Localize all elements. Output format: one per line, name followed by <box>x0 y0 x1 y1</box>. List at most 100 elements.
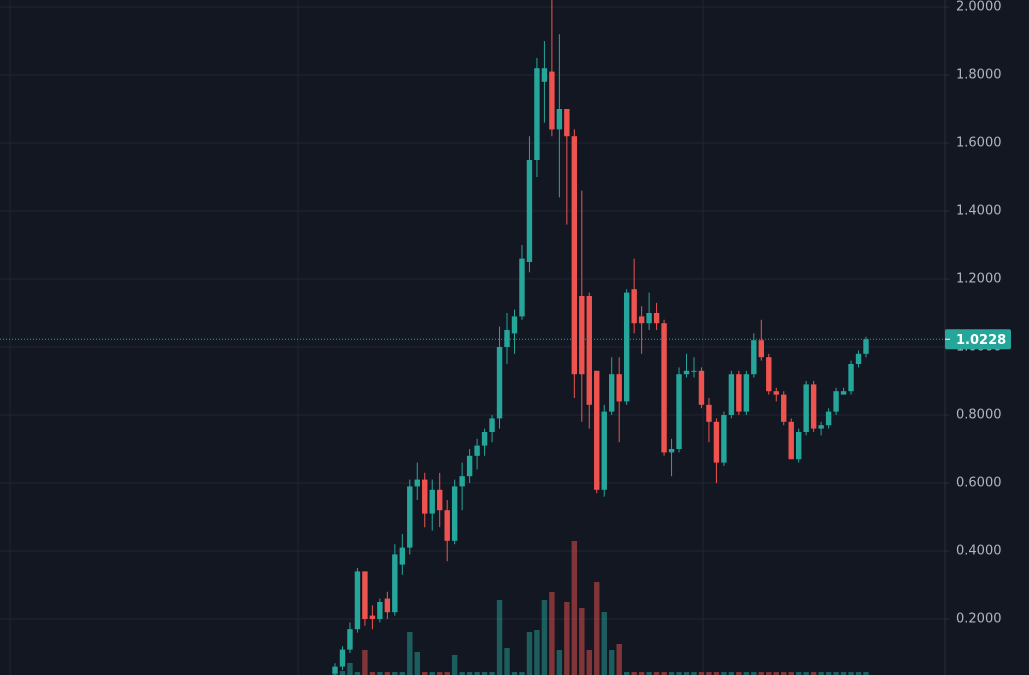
y-tick-label: 0.4000 <box>956 544 1002 559</box>
volume-bar <box>586 650 592 675</box>
candle-body <box>384 598 391 613</box>
candle-body <box>683 370 690 375</box>
candle-body <box>773 391 779 395</box>
volume-bar <box>571 541 578 675</box>
volume-bar <box>646 672 652 675</box>
candle-body <box>504 330 510 348</box>
volume-bar <box>623 672 630 675</box>
candle-body <box>437 489 443 511</box>
candle-body <box>833 391 839 412</box>
volume-bar <box>541 600 548 675</box>
volume-bar <box>863 672 869 675</box>
volume-bar <box>676 672 682 675</box>
candle-body <box>631 289 637 324</box>
candle-body <box>564 109 570 137</box>
volume-bar <box>653 672 660 675</box>
candle-body <box>795 432 802 460</box>
volume-bar <box>728 672 735 675</box>
y-tick-label: 1.2000 <box>956 272 1002 287</box>
volume-bar <box>773 672 779 675</box>
volume-bar <box>504 648 510 675</box>
candle-body <box>414 479 420 487</box>
volume-pane <box>332 541 869 675</box>
volume-bar <box>848 672 854 675</box>
candle-body <box>369 615 376 620</box>
y-tick-label: 2.0000 <box>956 0 1002 15</box>
candle-body <box>840 391 847 395</box>
candle-body <box>444 510 450 541</box>
candle-body <box>803 384 809 433</box>
y-tick-label: 0.6000 <box>956 476 1002 491</box>
volume-bar <box>706 672 712 675</box>
grid <box>0 6 945 620</box>
volume-bar <box>437 672 443 675</box>
volume-bar <box>511 672 518 675</box>
volume-bar <box>609 650 615 675</box>
volume-bar <box>481 672 488 675</box>
candle-body <box>347 629 353 650</box>
candle-body <box>511 316 518 334</box>
y-tick-label: 1.4000 <box>956 204 1002 219</box>
candle-body <box>496 347 503 419</box>
candle-body <box>713 421 720 463</box>
y-tick-label: 0.8000 <box>956 408 1002 423</box>
candle-body <box>609 374 615 412</box>
volume-bar <box>407 632 413 675</box>
volume-bar <box>795 672 802 675</box>
candle-body <box>668 449 675 453</box>
candle-body <box>422 479 428 514</box>
candle-body <box>751 340 757 375</box>
volume-bar <box>833 672 839 675</box>
candle-body <box>594 370 600 490</box>
volume-bar <box>534 630 540 675</box>
candle-body <box>855 353 862 365</box>
volume-bar <box>601 612 607 675</box>
volume-bar <box>459 672 465 675</box>
candle-body <box>429 489 435 514</box>
candle-body <box>579 296 585 375</box>
candle-body <box>399 547 406 565</box>
candle-body <box>526 160 533 263</box>
candle-body <box>354 571 361 630</box>
volume-bar <box>698 672 705 675</box>
volume-bar <box>691 672 697 675</box>
last-price-badge <box>945 329 1011 350</box>
candle-body <box>810 384 817 429</box>
candle-body <box>728 374 735 416</box>
volume-bar <box>466 672 473 675</box>
volume-bar <box>414 652 420 675</box>
volume-bar <box>377 672 383 675</box>
last-price-label: 1.0228 <box>956 333 1006 348</box>
candle-body <box>676 374 682 450</box>
volume-bar <box>384 672 391 675</box>
volume-bar <box>638 672 645 675</box>
candle-body <box>788 421 794 460</box>
volume-bar <box>444 672 450 675</box>
volume-bar <box>631 672 637 675</box>
candle-body <box>706 404 712 422</box>
candle-body <box>638 316 645 324</box>
candle-body <box>377 602 383 620</box>
candle-body <box>481 432 488 446</box>
candle-body <box>549 71 555 130</box>
volume-bar <box>616 644 622 675</box>
volume-bar <box>803 672 809 675</box>
candle-body <box>736 374 742 412</box>
volume-bar <box>369 672 376 675</box>
volume-bar <box>713 672 720 675</box>
candle-body <box>332 666 338 674</box>
candle-body <box>863 339 869 354</box>
volume-bar <box>519 672 525 675</box>
volume-bar <box>766 672 772 675</box>
candle-body <box>474 445 480 456</box>
volume-bar <box>399 672 406 675</box>
volume-bar <box>818 672 824 675</box>
candle-body <box>556 109 563 130</box>
candle-body <box>848 364 854 392</box>
volume-bar <box>496 600 503 675</box>
candle-body <box>653 313 660 324</box>
candle-body <box>698 370 705 405</box>
candle-body <box>451 486 458 541</box>
